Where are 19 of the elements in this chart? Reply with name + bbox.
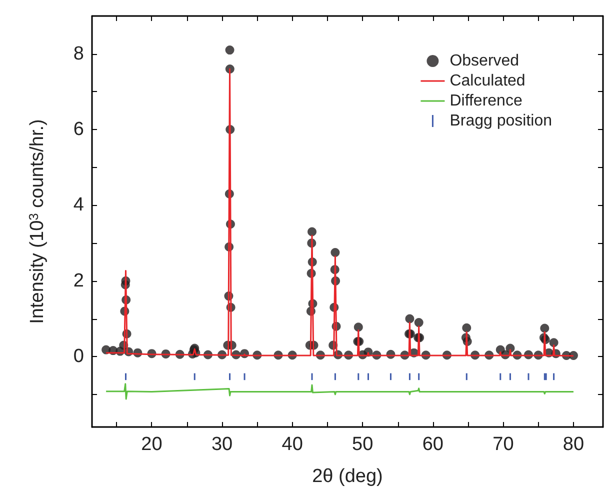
x-tick-label: 70 — [492, 434, 514, 455]
y-tick-label: 2 — [73, 270, 84, 292]
x-tick-label: 30 — [211, 434, 233, 455]
y-tick-label: 4 — [73, 194, 84, 216]
x-tick-label: 50 — [352, 434, 374, 455]
x-tick-label: 20 — [141, 434, 162, 455]
x-axis-title: 2θ (deg) — [312, 466, 383, 487]
line-series — [105, 383, 574, 400]
y-tick-label: 6 — [73, 119, 84, 140]
y-tick-label: 8 — [73, 43, 84, 64]
legend-label: Observed — [450, 52, 520, 70]
x-tick-label: 80 — [562, 434, 584, 455]
y-tick-label: 0 — [73, 346, 84, 368]
x-tick-label: 40 — [282, 434, 303, 455]
legend-label: Calculated — [450, 72, 526, 90]
x-tick-label: 60 — [422, 434, 444, 455]
legend-label: Difference — [450, 92, 522, 110]
legend-label: Bragg position — [450, 112, 552, 130]
y-axis-title: Intensity (103 counts/hr.) — [26, 119, 48, 324]
